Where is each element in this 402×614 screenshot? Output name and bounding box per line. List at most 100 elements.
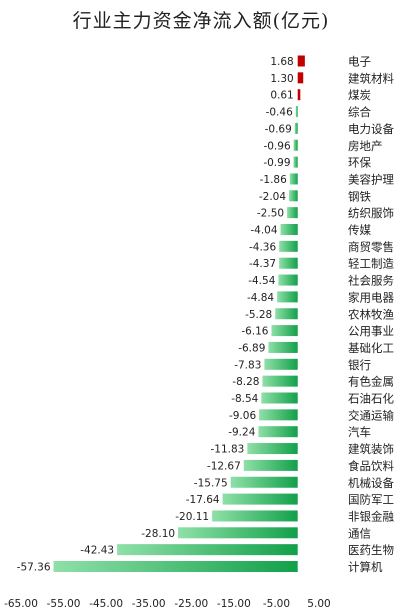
category-label-0: 电子 xyxy=(348,55,371,69)
value-label-26: -17.64 xyxy=(186,494,220,506)
value-label-6: -0.99 xyxy=(263,157,290,169)
value-label-21: -9.06 xyxy=(229,410,256,422)
labels-group: 1.68 电子 1.30 建筑材料 0.61 煤炭 -0.46 综合 -0.69 电力设备 -0.9… xyxy=(17,55,395,575)
bar-23 xyxy=(247,443,298,455)
bar-21 xyxy=(259,409,298,421)
bars-group xyxy=(53,55,305,572)
category-label-8: 钢铁 xyxy=(348,189,371,203)
value-label-10: -4.04 xyxy=(250,225,277,237)
bar-17 xyxy=(268,341,298,353)
x-tick-label-3: -35.00 xyxy=(132,598,166,610)
value-label-8: -2.04 xyxy=(259,191,286,203)
bar-26 xyxy=(222,493,298,505)
category-label-2: 煤炭 xyxy=(348,88,371,102)
category-label-18: 银行 xyxy=(348,358,371,372)
category-label-27: 非银金融 xyxy=(348,509,394,523)
value-label-2: 0.61 xyxy=(270,90,293,102)
category-label-12: 轻工制造 xyxy=(348,257,394,271)
bar-1 xyxy=(297,72,304,84)
bar-4 xyxy=(294,122,298,134)
bar-5 xyxy=(293,139,298,151)
bar-7 xyxy=(289,173,298,185)
bar-20 xyxy=(261,392,298,404)
x-tick-label-7: 5.00 xyxy=(307,598,330,610)
value-label-14: -4.84 xyxy=(247,292,274,304)
bar-18 xyxy=(264,358,298,370)
category-label-7: 美容护理 xyxy=(348,172,394,186)
x-tick-label-6: -5.00 xyxy=(263,598,290,610)
category-label-11: 商贸零售 xyxy=(348,240,394,254)
value-label-18: -7.83 xyxy=(234,359,261,371)
x-tick-label-4: -25.00 xyxy=(174,598,208,610)
category-label-15: 农林牧渔 xyxy=(348,307,394,321)
category-label-30: 计算机 xyxy=(348,560,383,574)
value-label-23: -11.83 xyxy=(210,444,244,456)
category-label-24: 食品饮料 xyxy=(348,459,394,473)
x-tick-label-0: -65.00 xyxy=(4,598,38,610)
value-label-0: 1.68 xyxy=(270,56,293,68)
category-label-6: 环保 xyxy=(348,156,371,170)
bar-3 xyxy=(295,106,298,118)
bar-11 xyxy=(279,240,298,252)
value-label-28: -28.10 xyxy=(141,528,175,540)
value-label-15: -5.28 xyxy=(245,309,272,321)
value-label-9: -2.50 xyxy=(257,208,284,220)
x-tick-label-5: -15.00 xyxy=(217,598,251,610)
bar-27 xyxy=(212,510,298,522)
bar-16 xyxy=(271,325,298,337)
bar-10 xyxy=(280,224,298,235)
bar-0 xyxy=(297,55,305,67)
bar-22 xyxy=(258,426,298,438)
category-label-22: 汽车 xyxy=(348,425,371,439)
value-label-12: -4.37 xyxy=(249,258,276,270)
category-label-23: 建筑装饰 xyxy=(348,442,394,456)
category-label-28: 通信 xyxy=(348,526,371,540)
category-label-25: 机械设备 xyxy=(348,476,394,490)
category-label-20: 石油石化 xyxy=(348,392,394,406)
category-label-16: 公用事业 xyxy=(348,324,394,338)
bar-30 xyxy=(53,561,298,572)
category-label-14: 家用电器 xyxy=(348,290,394,304)
x-axis: -65.00 -55.00 -45.00 -35.00 -25.00 -15.00 -5.0… xyxy=(4,598,331,610)
value-label-3: -0.46 xyxy=(266,107,293,119)
category-label-10: 传媒 xyxy=(348,223,371,237)
value-label-24: -12.67 xyxy=(207,460,241,472)
bar-29 xyxy=(117,544,298,556)
chart-title: 行业主力资金净流入额(亿元) xyxy=(72,10,330,32)
bar-28 xyxy=(178,527,298,539)
category-label-17: 基础化工 xyxy=(348,341,394,355)
value-label-1: 1.30 xyxy=(270,73,293,85)
category-label-4: 电力设备 xyxy=(348,122,394,136)
value-label-4: -0.69 xyxy=(265,123,292,135)
bar-9 xyxy=(287,207,298,219)
category-label-29: 医药生物 xyxy=(348,543,394,557)
x-tick-label-2: -45.00 xyxy=(89,598,123,610)
value-label-22: -9.24 xyxy=(228,427,255,439)
value-label-17: -6.89 xyxy=(238,342,265,354)
value-label-29: -42.43 xyxy=(80,545,114,557)
bar-24 xyxy=(243,459,298,471)
bar-2 xyxy=(297,89,301,101)
category-label-9: 纺织服饰 xyxy=(348,206,394,220)
category-label-1: 建筑材料 xyxy=(348,71,394,85)
value-label-19: -8.28 xyxy=(232,376,259,388)
value-label-20: -8.54 xyxy=(231,393,258,405)
bar-15 xyxy=(275,308,298,320)
value-label-27: -20.11 xyxy=(175,511,209,523)
value-label-11: -4.36 xyxy=(249,241,276,253)
category-label-5: 房地产 xyxy=(348,139,383,153)
bar-19 xyxy=(262,375,298,387)
bar-8 xyxy=(289,190,298,202)
value-label-5: -0.96 xyxy=(263,140,290,152)
value-label-7: -1.86 xyxy=(260,174,287,186)
value-label-30: -57.36 xyxy=(17,562,51,574)
x-tick-label-1: -55.00 xyxy=(47,598,81,610)
category-label-13: 社会服务 xyxy=(348,274,394,288)
category-label-21: 交通运输 xyxy=(348,408,394,422)
bar-25 xyxy=(230,476,298,488)
category-label-3: 综合 xyxy=(348,105,371,119)
category-label-26: 国防军工 xyxy=(348,493,394,507)
bar-13 xyxy=(278,274,298,286)
category-label-19: 有色金属 xyxy=(348,375,394,389)
value-label-25: -15.75 xyxy=(194,477,228,489)
